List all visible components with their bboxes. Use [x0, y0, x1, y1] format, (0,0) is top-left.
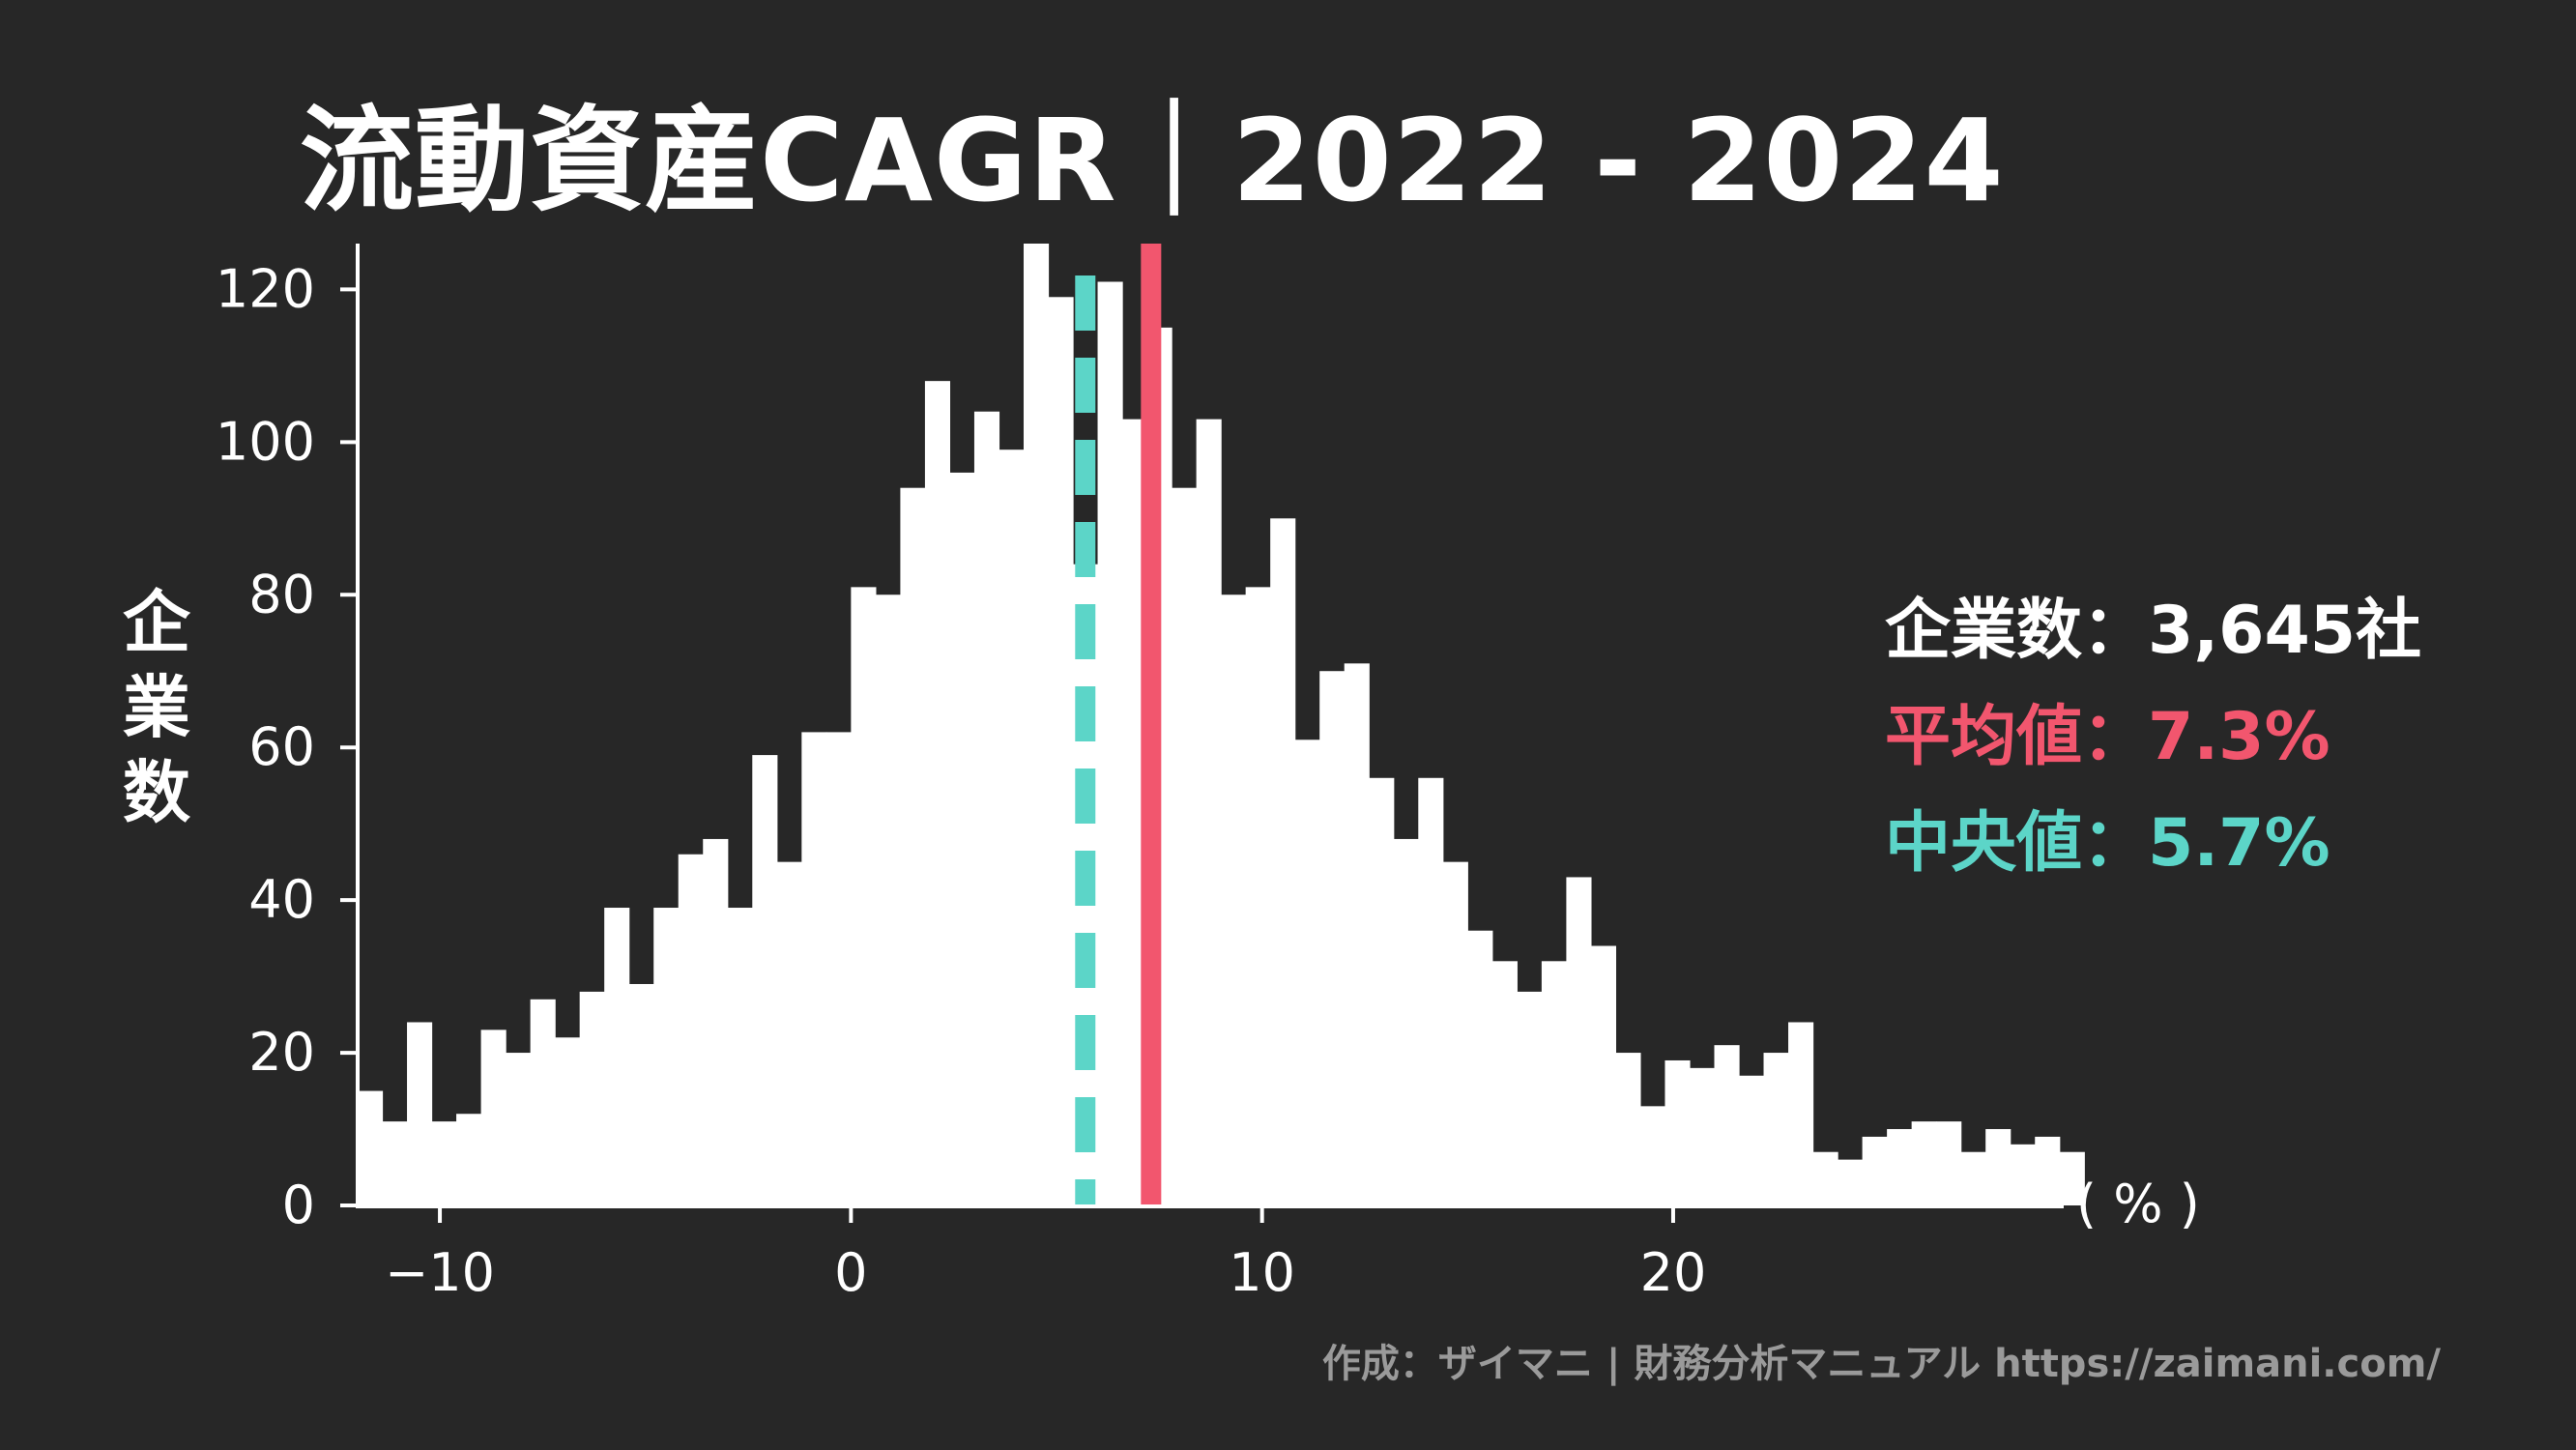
histogram-bar: [973, 411, 1000, 1206]
median-stat: 中央値：5.7%: [1885, 805, 2330, 882]
histogram-bar: [480, 1030, 507, 1205]
histogram-bar: [579, 991, 605, 1205]
y-tick-label: 100: [216, 411, 315, 472]
y-axis-label-char: 企: [123, 583, 190, 662]
y-axis-label-char: 数: [123, 753, 190, 832]
histogram-bar: [1319, 671, 1346, 1205]
histogram-bar: [456, 1114, 482, 1205]
histogram-bar: [1491, 961, 1518, 1205]
histogram-bar: [1714, 1045, 1740, 1205]
histogram-bar: [900, 487, 926, 1205]
histogram-bar: [1887, 1129, 1913, 1205]
histogram-bar: [2010, 1144, 2036, 1205]
y-tick-label: 60: [248, 716, 315, 777]
histogram-bar: [382, 1121, 408, 1205]
histogram-bar: [727, 908, 753, 1205]
histogram-bar: [1418, 777, 1444, 1205]
histogram-bar: [1517, 991, 1543, 1205]
x-tick-label: 20: [1640, 1242, 1707, 1303]
histogram-bar: [1689, 1067, 1716, 1205]
histogram-bar: [431, 1121, 457, 1205]
histogram-bar: [1467, 930, 1493, 1205]
histogram-bar: [1442, 861, 1468, 1205]
bars-group: [358, 244, 2085, 1206]
histogram-bar: [801, 732, 827, 1205]
y-tick-label: 40: [248, 869, 315, 930]
y-axis-label: 企 業 数: [108, 580, 205, 835]
histogram-bar: [1838, 1159, 1864, 1205]
histogram-bar: [1615, 1053, 1641, 1205]
histogram-bar: [1172, 487, 1198, 1205]
histogram-bar: [1812, 1151, 1838, 1205]
histogram-bar: [703, 838, 729, 1205]
histogram-bar: [1541, 961, 1567, 1205]
histogram-bar: [653, 908, 680, 1205]
histogram-bar: [1023, 244, 1050, 1205]
histogram-bar: [924, 381, 951, 1205]
histogram-bar: [1936, 1121, 1962, 1205]
x-tick-label: −10: [385, 1242, 495, 1303]
y-tick-label: 120: [216, 258, 315, 319]
x-axis-unit-label: ( % ): [2076, 1174, 2200, 1234]
axes-group: 0 20 40 60 80 100 120 −10 0 10 20: [216, 244, 2064, 1303]
histogram-bar: [358, 1090, 384, 1205]
histogram-bar: [1911, 1121, 1937, 1205]
histogram-bar: [1763, 1053, 1789, 1205]
histogram-bar: [407, 1022, 433, 1205]
histogram-bar: [1590, 945, 1617, 1205]
histogram-bar: [1221, 594, 1247, 1205]
company-count-stat: 企業数：3,645社: [1885, 593, 2422, 669]
histogram-bar: [1739, 1075, 1765, 1205]
x-tick-label: 10: [1229, 1242, 1295, 1303]
histogram-bar: [2035, 1136, 2061, 1205]
histogram-bar: [1196, 419, 1222, 1205]
histogram-bar: [1393, 838, 1419, 1205]
source-credit: 作成：ザイマニ | 財務分析マニュアル https://zaimani.com/: [1321, 1342, 2441, 1386]
histogram-bar: [825, 732, 852, 1205]
chart-title: 流動資産CAGR｜2022 - 2024: [300, 94, 2005, 227]
histogram-bar: [2059, 1151, 2085, 1205]
histogram-bar: [1566, 877, 1592, 1205]
histogram-bar: [506, 1053, 532, 1205]
y-tick-label: 0: [282, 1174, 315, 1235]
histogram-bar: [949, 472, 975, 1205]
histogram-bar: [1664, 1059, 1691, 1205]
y-axis-label-char: 業: [123, 668, 190, 747]
histogram-bar: [1097, 281, 1123, 1206]
histogram-bar: [776, 861, 802, 1205]
histogram-bar: [851, 587, 877, 1205]
histogram-bar: [1960, 1151, 1986, 1205]
histogram-bar: [1245, 587, 1271, 1205]
histogram-bar: [999, 450, 1025, 1206]
histogram-bar: [1369, 777, 1395, 1205]
y-tick-label: 20: [248, 1022, 315, 1083]
histogram-bar: [1862, 1136, 1888, 1205]
histogram-bar: [752, 755, 778, 1205]
histogram-bar: [1639, 1106, 1666, 1205]
reference-lines: [1075, 244, 1162, 1205]
histogram-bar: [1294, 740, 1320, 1205]
x-tick-label: 0: [834, 1242, 867, 1303]
y-tick-label: 80: [248, 564, 315, 624]
histogram-bar: [604, 908, 630, 1205]
histogram-bar: [1788, 1022, 1814, 1205]
histogram-bar: [628, 983, 654, 1205]
mean-stat: 平均値：7.3%: [1885, 699, 2330, 775]
histogram-bar: [1048, 297, 1074, 1205]
histogram-bar: [1270, 518, 1296, 1205]
histogram-bar: [875, 594, 901, 1205]
histogram-bar: [555, 1037, 581, 1205]
histogram-bar: [1344, 663, 1370, 1205]
histogram-bar: [1985, 1129, 2012, 1205]
histogram-bar: [678, 854, 704, 1205]
histogram-bar: [530, 999, 556, 1205]
